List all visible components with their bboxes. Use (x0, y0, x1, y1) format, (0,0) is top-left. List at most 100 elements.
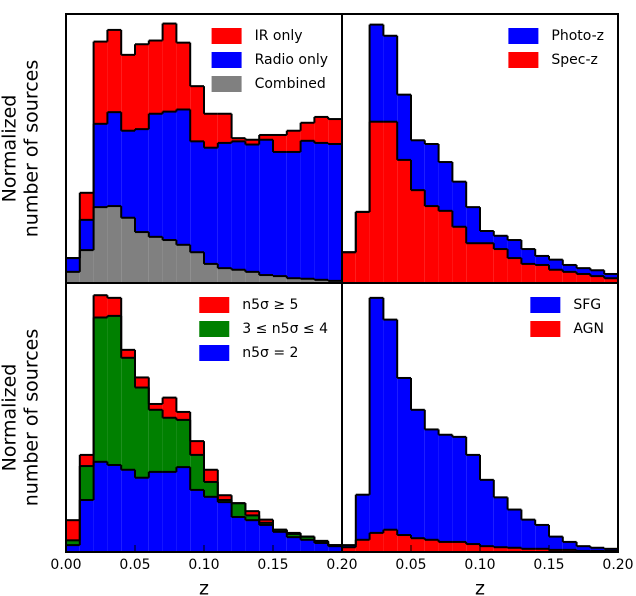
histogram-bar (107, 315, 122, 465)
histogram-bar (66, 545, 80, 552)
histogram-bar (549, 536, 563, 550)
histogram-bar (397, 94, 411, 160)
y-axis-label: Normalized number of sources (0, 60, 43, 238)
histogram-bar (535, 264, 549, 283)
y-axis-label-line: Normalized (0, 95, 21, 203)
histogram-bar (286, 151, 301, 279)
x-tick-label: 0.20 (602, 557, 633, 573)
histogram-bar (93, 207, 108, 283)
x-tick-label: 0.15 (533, 557, 564, 573)
histogram-bar (300, 122, 315, 141)
x-tick-label: 0.05 (119, 557, 150, 573)
histogram-bar (176, 467, 191, 552)
x-axis-label: z (475, 578, 485, 596)
histogram-bar (66, 258, 80, 272)
histogram-bar (452, 436, 467, 542)
histogram-bar (493, 249, 508, 283)
histogram-bar (273, 276, 287, 283)
histogram-bar (259, 519, 273, 523)
histogram-bar (397, 535, 411, 552)
histogram-bar (245, 515, 260, 521)
histogram-bar (314, 279, 329, 283)
histogram-bar (507, 547, 522, 552)
histogram-bar (314, 542, 329, 552)
legend-swatch (199, 297, 230, 313)
histogram-bar (438, 434, 453, 542)
histogram-bar (411, 140, 425, 191)
legend-swatch (530, 297, 561, 313)
legend-swatch (211, 52, 242, 68)
histogram-bar (286, 533, 301, 538)
histogram-bar (369, 24, 384, 122)
histogram-bar (300, 536, 315, 540)
histogram-bar (466, 454, 480, 545)
legend: Photo-z Spec-z (508, 28, 604, 68)
histogram-bar (93, 123, 108, 208)
histogram-bar (245, 144, 260, 272)
histogram-bar (135, 377, 149, 388)
histogram-bar (397, 377, 411, 536)
histogram-bar (66, 520, 80, 541)
histogram-bar (162, 397, 177, 418)
histogram-bar (231, 141, 246, 270)
histogram-bar (148, 113, 163, 237)
histogram-bar (259, 522, 273, 525)
histogram-bar (576, 268, 591, 274)
histogram-bar (507, 509, 522, 548)
histogram-bar (355, 494, 370, 540)
histogram-bar (286, 130, 301, 152)
legend-swatch (530, 321, 561, 337)
histogram-bar (411, 190, 425, 283)
legend-swatch (508, 52, 539, 68)
histogram-bar (66, 540, 80, 546)
legend-swatch (211, 28, 242, 44)
histogram-bar (176, 419, 191, 468)
histogram-bar (148, 236, 163, 283)
histogram-bar (383, 35, 398, 122)
histogram-bar (438, 210, 453, 283)
histogram-bar (535, 255, 549, 265)
legend-label: Spec-z (551, 52, 597, 68)
histogram-bar (217, 500, 232, 503)
histogram-bar (176, 411, 191, 420)
histogram-bar (328, 119, 342, 144)
histogram-bar (562, 541, 577, 550)
histogram-bar (245, 520, 260, 552)
x-tick-label: 0.05 (395, 557, 426, 573)
histogram-bar (521, 263, 536, 283)
histogram-bar (521, 249, 536, 264)
histogram-bar (355, 211, 370, 283)
histogram-bar (452, 181, 467, 227)
histogram-bar (535, 524, 549, 549)
histogram-bar (397, 159, 411, 283)
x-tick-label: 0.00 (50, 557, 81, 573)
histogram-bar (507, 240, 522, 259)
histogram-bar (493, 235, 508, 250)
histogram-bar (162, 417, 177, 472)
histogram-bar (176, 42, 191, 110)
histogram-bar (148, 40, 163, 114)
histogram-bar (190, 441, 204, 455)
histogram-bar (383, 319, 398, 530)
histogram-bar (466, 243, 480, 283)
histogram-bar (93, 317, 108, 462)
histogram-bar (342, 545, 356, 548)
histogram-bar (452, 226, 467, 283)
x-tick-label: 0.10 (464, 557, 495, 573)
histogram-bar (466, 544, 480, 552)
histogram-bar (135, 232, 149, 283)
histogram-bar (259, 524, 273, 552)
legend-label: IR only (255, 28, 303, 44)
histogram-bar (328, 546, 342, 552)
legend-label: Radio only (255, 52, 328, 68)
legend: SFG AGN (530, 297, 604, 337)
histogram-bar (121, 217, 135, 283)
histogram-bar (314, 116, 329, 143)
histogram-bar (245, 271, 260, 283)
histogram-bar (438, 541, 453, 552)
histogram-bar (424, 206, 439, 283)
histogram-bar (135, 44, 149, 130)
histogram-bar (217, 113, 232, 143)
histogram-bar (480, 231, 494, 244)
histogram-bar (176, 244, 191, 283)
